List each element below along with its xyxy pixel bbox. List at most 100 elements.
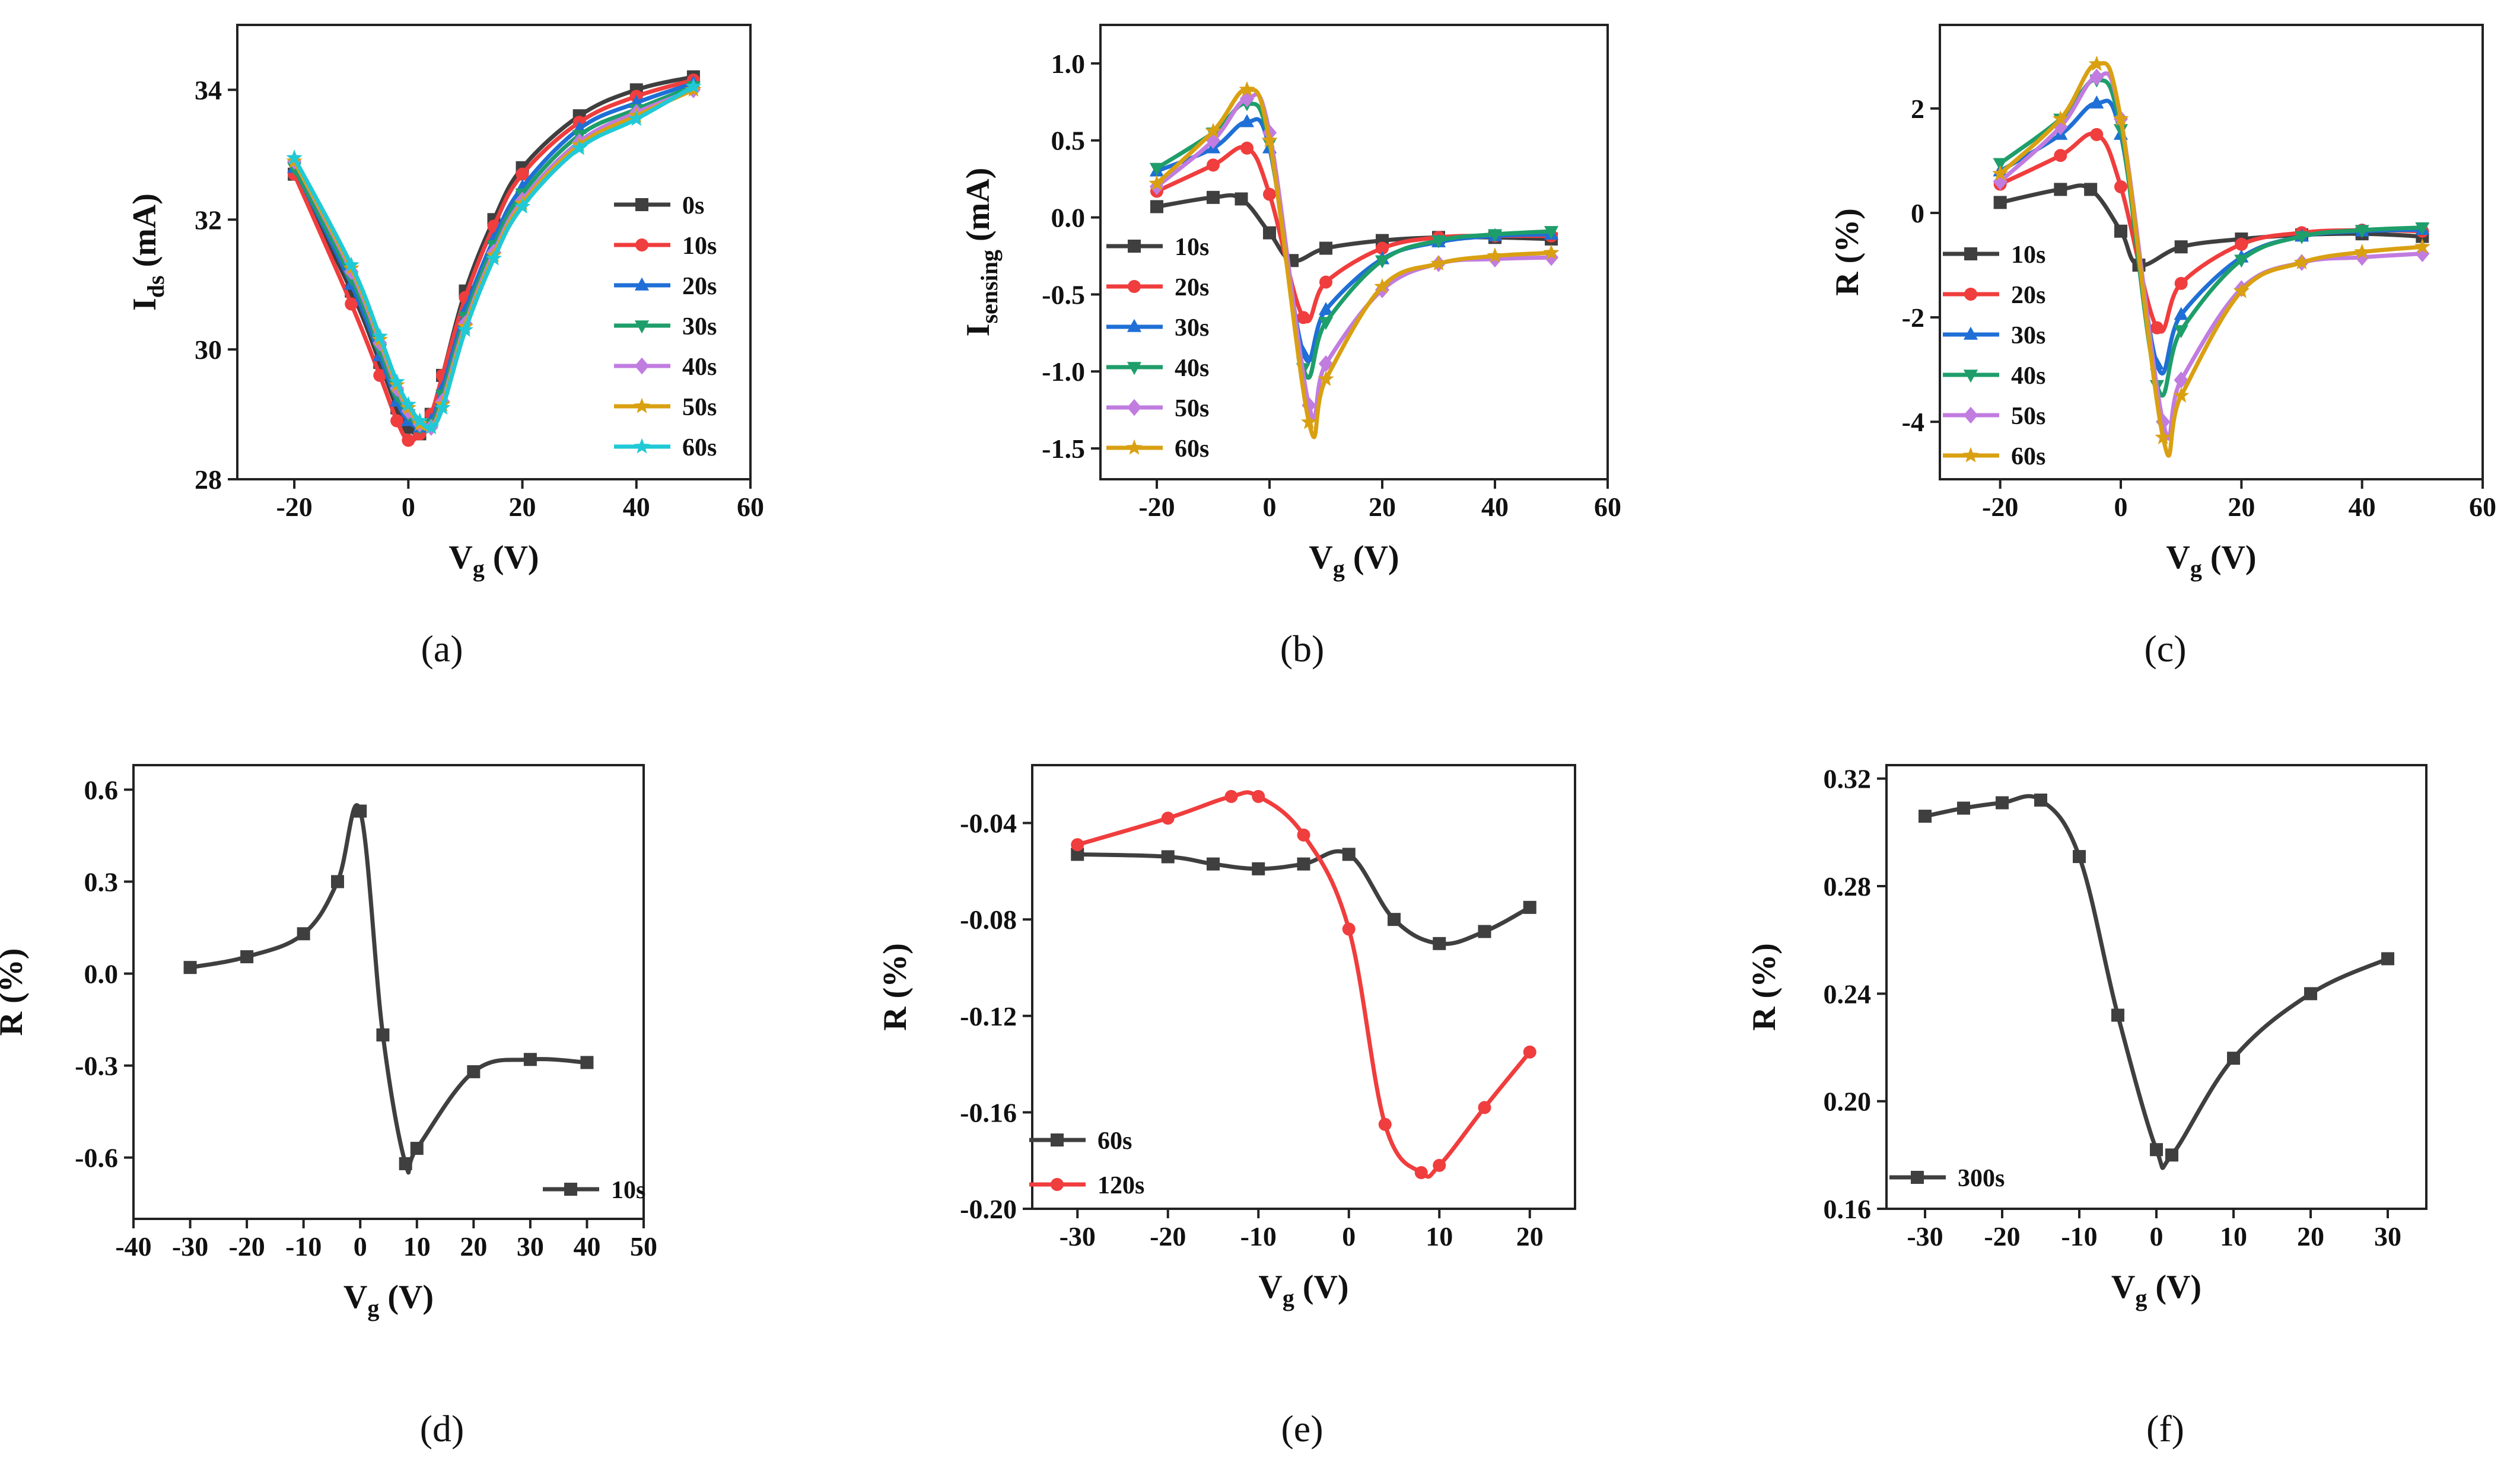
legend-marker (1051, 1178, 1064, 1191)
legend-label: 300s (1958, 1165, 2005, 1192)
y-tick-label: -0.04 (960, 808, 1017, 839)
series-line (1075, 790, 1532, 1179)
x-tick-label: -40 (115, 1231, 151, 1262)
x-axis-label: Vg (V) (343, 1279, 434, 1321)
x-tick-label: 40 (573, 1231, 600, 1262)
data-point (1207, 857, 1220, 871)
y-tick-label: 28 (195, 464, 222, 495)
y-tick-label: -2 (1902, 302, 1924, 333)
legend-label: 120s (1097, 1172, 1144, 1199)
series-60s (1148, 81, 1560, 440)
x-tick-label: 40 (2349, 492, 2376, 522)
data-point (1342, 922, 1356, 936)
legend-item: 50s (614, 394, 717, 421)
data-point (410, 1142, 424, 1155)
data-point (2156, 413, 2171, 431)
y-tick-label: 2 (1911, 94, 1924, 124)
legend-marker (1127, 362, 1142, 375)
data-point (2084, 183, 2098, 196)
data-point (1433, 1158, 1446, 1172)
legend-label: 40s (682, 354, 717, 381)
data-point (1300, 413, 1318, 429)
x-tick-label: 10 (1426, 1221, 1453, 1251)
data-point (331, 875, 344, 889)
data-point (485, 250, 502, 266)
legend-marker (634, 438, 650, 454)
data-point (1239, 81, 1255, 97)
legend-item: 10s (614, 233, 717, 260)
data-point (2414, 238, 2430, 254)
data-point (1414, 1166, 1428, 1180)
y-tick-label: -0.12 (960, 1001, 1017, 1031)
data-point (1207, 190, 1220, 204)
data-point (1433, 937, 1446, 950)
data-point (467, 1065, 481, 1078)
legend-marker (1128, 240, 1141, 253)
x-tick-label: 30 (2374, 1221, 2401, 1251)
y-tick-label: -1.0 (1042, 356, 1085, 387)
legend-marker (1051, 1133, 1064, 1147)
data-point (2294, 231, 2309, 244)
plot-frame (1885, 764, 2428, 1210)
data-point (2174, 325, 2188, 339)
data-point (2304, 987, 2317, 1001)
x-axis-label: Vg (V) (1309, 539, 1399, 582)
data-point (402, 434, 415, 447)
data-point (1378, 1117, 1392, 1131)
x-tick-label: 20 (1516, 1221, 1544, 1251)
legend-label: 60s (2011, 443, 2045, 470)
series-60s (1992, 55, 2430, 458)
legend-label: 10s (611, 1177, 645, 1204)
y-tick-label: -0.16 (960, 1097, 1017, 1128)
data-point (1235, 192, 1248, 206)
y-axis-label: R (%) (0, 948, 30, 1036)
data-point (1240, 141, 1254, 155)
legend-label: 40s (1175, 355, 1209, 382)
x-tick-label: 0 (1342, 1221, 1356, 1251)
data-point (354, 804, 367, 818)
data-point (2054, 183, 2067, 196)
data-point (1523, 1045, 1536, 1059)
data-point (2227, 1052, 2240, 1065)
x-tick-label: -30 (1907, 1221, 1943, 1251)
data-point (2354, 243, 2371, 259)
x-tick-label: 20 (2228, 492, 2255, 522)
x-tick-label: 20 (460, 1231, 487, 1262)
legend-item: 20s (614, 273, 717, 300)
y-tick-label: 0.24 (1824, 979, 1872, 1009)
x-tick-label: 10 (2220, 1221, 2247, 1251)
data-point (2174, 371, 2188, 389)
x-tick-label: -10 (1240, 1221, 1277, 1251)
legend-marker (1911, 1171, 1924, 1184)
panel-a: -20 0 20 40 60 28 30 32 34 Vg (V) Ids (mA) 0s 10s 20s… (126, 24, 764, 670)
data-point (516, 167, 529, 181)
y-tick-label: 0.0 (84, 958, 119, 989)
data-point (2381, 952, 2394, 966)
data-point (1376, 241, 1389, 255)
y-tick-label: 0.6 (84, 775, 119, 805)
data-point (1523, 900, 1536, 914)
data-point (1239, 114, 1255, 128)
x-tick-label: 30 (517, 1231, 544, 1262)
x-tick-label: -20 (1982, 492, 2018, 522)
y-tick-label: -0.6 (75, 1143, 118, 1173)
legend-marker (1127, 319, 1142, 332)
panel-caption: (f) (2146, 1407, 2184, 1450)
data-point (2355, 225, 2369, 238)
legend-label: 50s (2011, 403, 2045, 430)
legend-item: 60s (614, 434, 717, 461)
y-axis-label: R (%) (1829, 208, 1866, 296)
panel-caption: (d) (420, 1407, 465, 1450)
panel-d: -40 -30 -20 -10 0 10 20 30 40 50 -0.6 -0.3 0.0 0.3 0.6… (0, 764, 657, 1450)
legend-marker (1964, 247, 1977, 260)
data-point (457, 321, 474, 337)
y-tick-label: -0.3 (75, 1051, 118, 1081)
y-axis-label: R (%) (1746, 943, 1783, 1031)
legend-item: 40s (614, 354, 717, 381)
legend-label: 30s (1175, 314, 1209, 342)
data-point (1543, 244, 1560, 260)
data-point (390, 414, 404, 428)
data-point (1205, 122, 1221, 138)
legend-item: 300s (1889, 1165, 2005, 1192)
data-point (2155, 429, 2171, 445)
